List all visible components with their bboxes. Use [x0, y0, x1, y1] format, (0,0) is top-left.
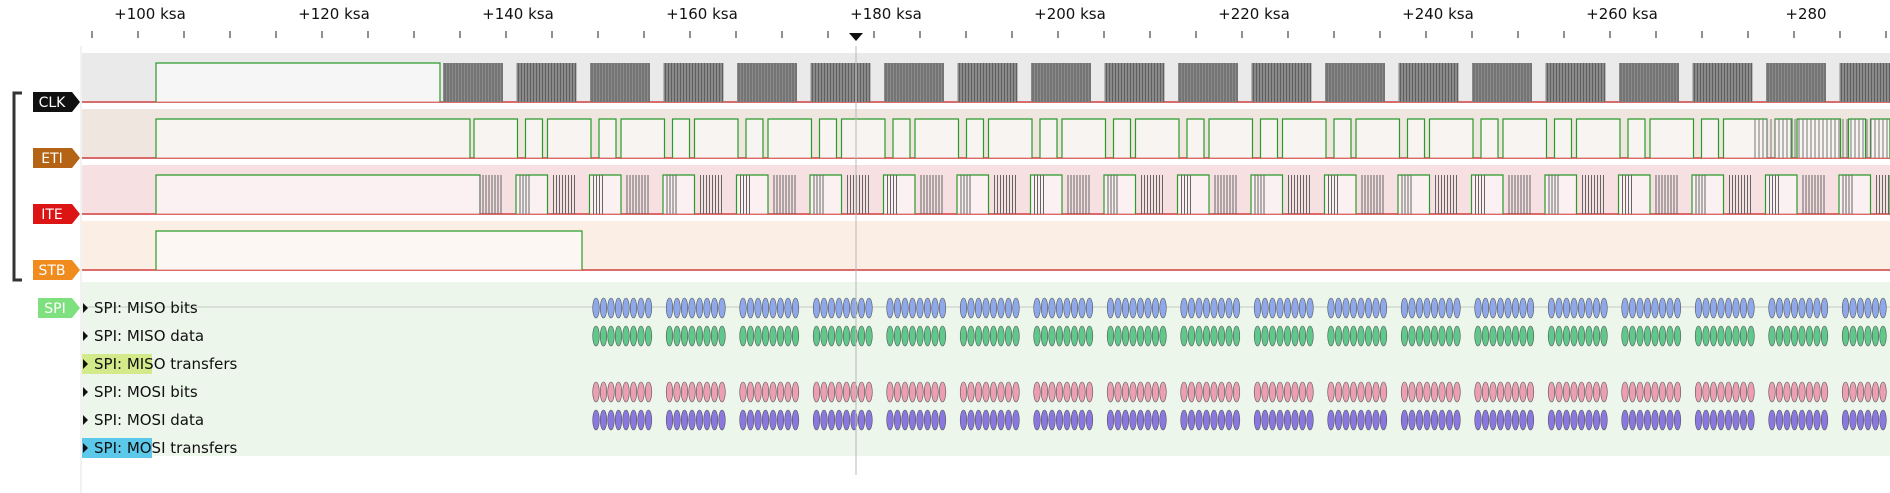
decoder-row[interactable]: SPI: MOSI data [83, 409, 1887, 431]
decoder-row[interactable]: SPI: MOSI transfers [82, 438, 238, 458]
channel-tag-eti[interactable]: ETI [33, 148, 80, 168]
expand-arrow-icon[interactable] [83, 387, 88, 397]
channel-tag-clk[interactable]: CLK [33, 92, 80, 112]
channel-group-bracket [12, 91, 22, 282]
expand-arrow-icon[interactable] [83, 443, 88, 453]
cursor-marker-icon[interactable] [849, 33, 863, 41]
decoder-row-label: SPI: MOSI bits [94, 383, 198, 401]
channel-tag-ite[interactable]: ITE [33, 204, 80, 224]
ruler-tick-label: +100 ksa [114, 5, 186, 23]
channel-name: ITE [41, 207, 63, 223]
ruler-tick-label: +260 ksa [1586, 5, 1658, 23]
ruler-tick-label: +280 [1785, 5, 1826, 23]
ruler-tick-label: +200 ksa [1034, 5, 1106, 23]
channel-tag-stb[interactable]: STB [33, 260, 80, 280]
ruler-tick-label: +160 ksa [666, 5, 738, 23]
decoder-row-label: SPI: MISO transfers [94, 355, 238, 373]
channel-stb[interactable]: STB [33, 221, 1890, 280]
decoder-row[interactable]: SPI: MOSI bits [83, 381, 1887, 403]
decoder-row-label: SPI: MISO bits [94, 299, 198, 317]
time-ruler[interactable]: +100 ksa +120 ksa +140 ksa +160 ksa +180 ksa… [0, 0, 1890, 46]
ruler-tick-label: +120 ksa [298, 5, 370, 23]
decoder-row-label: SPI: MOSI data [94, 411, 204, 429]
decoder-row[interactable]: SPI: MISO data [83, 325, 1887, 347]
channel-name: ETI [41, 151, 63, 167]
ruler-tick-label: +220 ksa [1218, 5, 1290, 23]
channel-name: CLK [39, 95, 67, 111]
channel-ite[interactable]: ITE [33, 165, 1890, 224]
channel-clk[interactable]: CLK [33, 53, 1890, 112]
decoder-tag-spi[interactable]: SPI [38, 298, 80, 318]
decoder-tag-label: SPI [44, 301, 65, 317]
decoder-row-label: SPI: MISO data [94, 327, 204, 345]
decoder-row-label: SPI: MOSI transfers [94, 439, 238, 457]
expand-arrow-icon[interactable] [83, 331, 88, 341]
expand-arrow-icon[interactable] [83, 415, 88, 425]
channel-name: STB [38, 263, 65, 279]
ruler-tick-label: +240 ksa [1402, 5, 1474, 23]
decoder-row[interactable]: SPI: MISO bits [83, 297, 1887, 319]
expand-arrow-icon[interactable] [83, 359, 88, 369]
ruler-tick-label: +140 ksa [482, 5, 554, 23]
expand-arrow-icon[interactable] [83, 303, 88, 313]
decoder-row[interactable]: SPI: MISO transfers [82, 354, 238, 374]
ruler-tick-label: +180 ksa [850, 5, 922, 23]
channel-eti[interactable]: ETI [33, 109, 1890, 168]
